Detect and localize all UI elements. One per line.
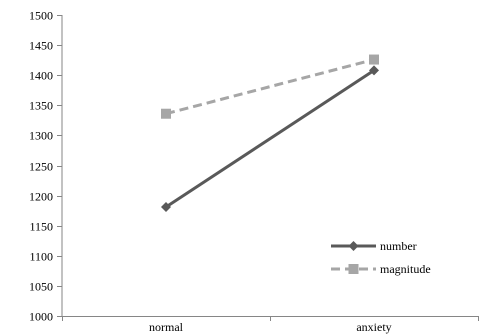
legend: number magnitude [331, 239, 431, 276]
y-tick-label: 1450 [29, 39, 53, 53]
x-tick-label: normal [149, 320, 184, 334]
data-point-number [369, 65, 379, 76]
series-line-magnitude [165, 58, 375, 116]
data-point-number [161, 202, 171, 213]
legend-label: magnitude [380, 262, 431, 276]
x-tick-label: anxiety [356, 320, 391, 334]
y-tick-label: 1100 [29, 250, 53, 264]
series-layer [161, 54, 379, 213]
y-axis: 1000 1050 1100 1150 1200 1250 1300 1350 1400 1450… [29, 9, 63, 324]
y-tick-label: 1050 [29, 280, 53, 294]
y-tick-label: 1150 [29, 220, 53, 234]
data-point-magnitude [369, 54, 379, 65]
legend-item-magnitude: magnitude [331, 262, 431, 276]
legend-swatch-marker [348, 241, 359, 251]
legend-item-number: number [331, 239, 417, 253]
y-tick-label: 1350 [29, 99, 53, 113]
y-tick-label: 1300 [29, 129, 53, 143]
x-axis: normal anxiety [62, 316, 479, 334]
y-tick-label: 1400 [29, 69, 53, 83]
series-number [161, 65, 379, 213]
legend-swatch-marker [348, 264, 359, 274]
series-magnitude [161, 54, 379, 119]
y-tick-label: 1000 [29, 310, 53, 324]
y-tick-label: 1500 [29, 9, 53, 23]
data-point-magnitude [161, 108, 171, 119]
legend-label: number [380, 239, 417, 253]
y-tick-label: 1200 [29, 190, 53, 204]
series-line-number [165, 69, 375, 209]
y-tick-label: 1250 [29, 160, 53, 174]
